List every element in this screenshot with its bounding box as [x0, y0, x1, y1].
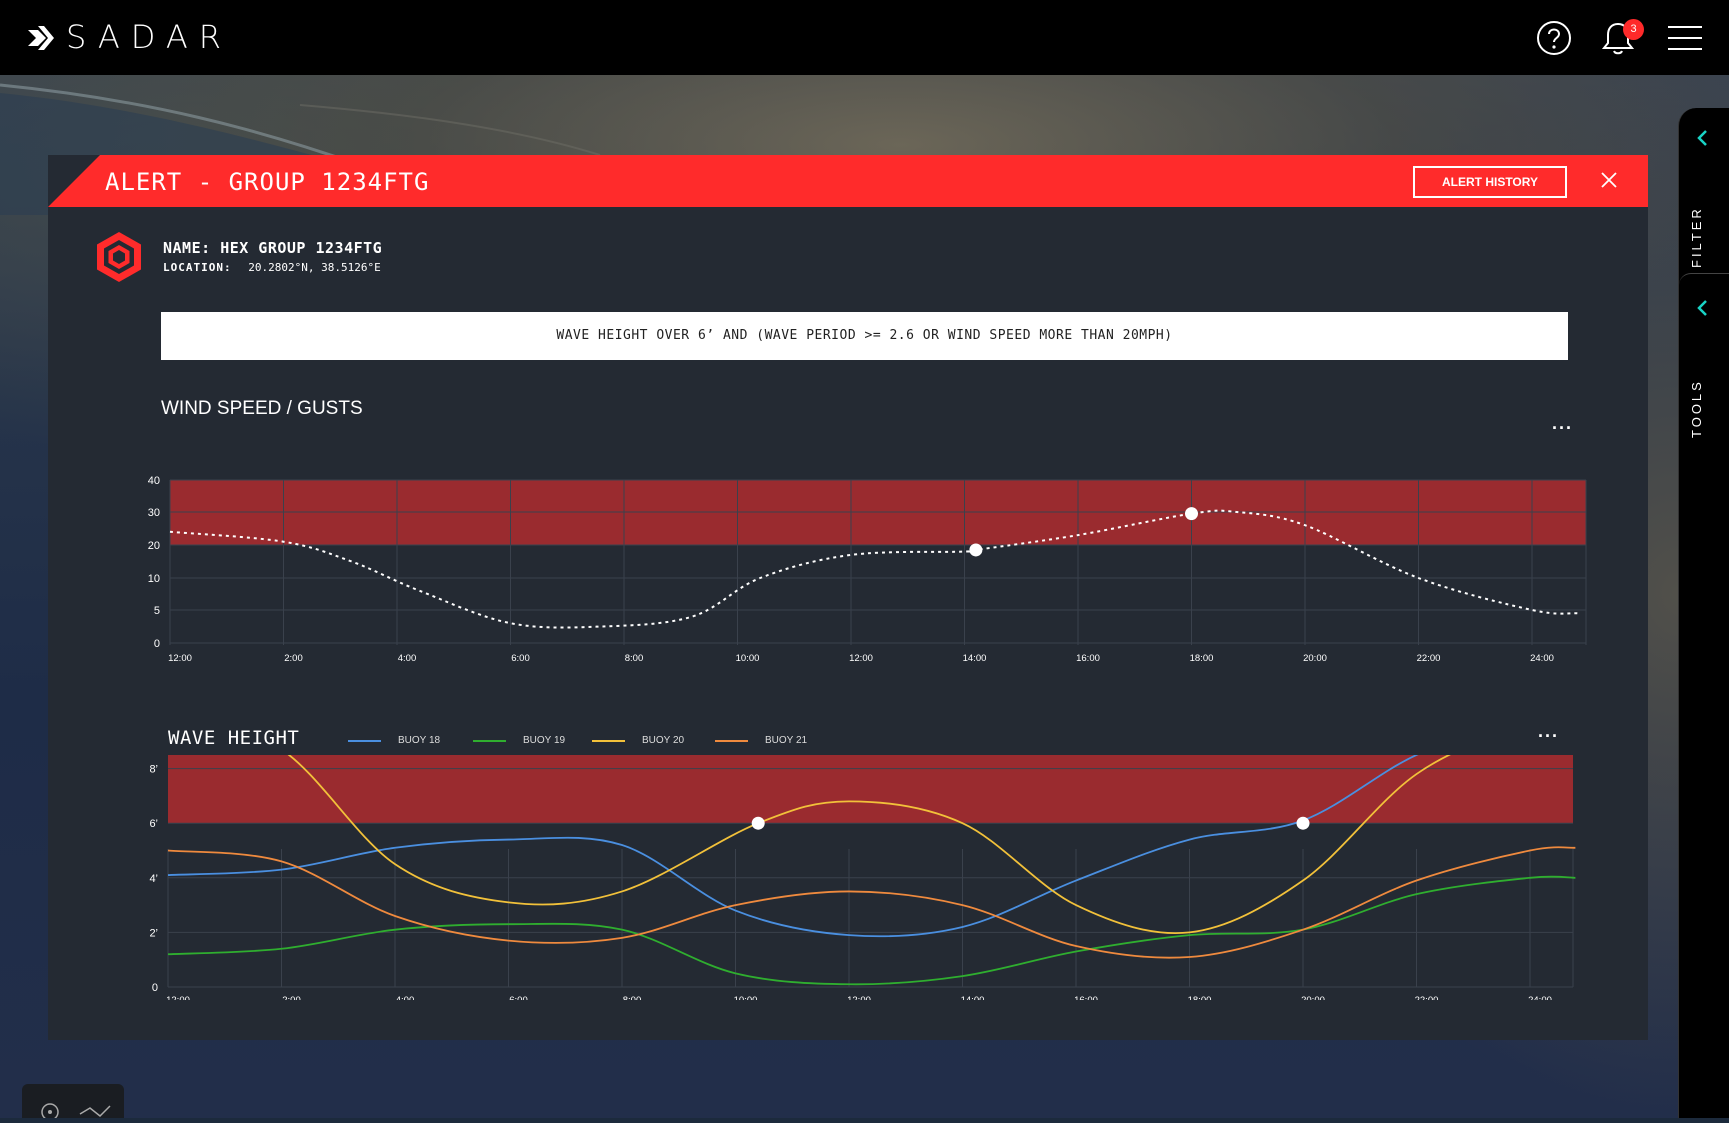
name-label: NAME: — [163, 239, 211, 257]
location-label: LOCATION: — [163, 261, 232, 274]
x-tick-label: 18:00 — [1190, 653, 1214, 664]
alert-panel: ALERT - GROUP 1234FTG ALERT HISTORY NAME… — [48, 155, 1648, 1040]
legend-label: BUOY 20 — [642, 735, 685, 746]
x-tick-label: 12:00 — [166, 995, 190, 1000]
wind-chart-more-button[interactable]: ... — [1552, 413, 1574, 433]
group-name: NAME: HEX GROUP 1234FTG — [163, 239, 382, 257]
legend-buoy-21[interactable]: BUOY 21 — [715, 733, 815, 749]
y-tick-label: 5 — [154, 605, 160, 617]
x-tick-label: 2:00 — [282, 995, 301, 1000]
y-tick-label: 8’ — [149, 764, 158, 776]
close-icon[interactable] — [1598, 169, 1620, 191]
wind-alert-marker — [969, 543, 983, 557]
x-tick-label: 10:00 — [736, 653, 760, 664]
tools-tab[interactable]: TOOLS — [1679, 278, 1729, 443]
group-location: LOCATION: 20.2802°N, 38.5126°E — [163, 261, 381, 274]
help-icon[interactable] — [1534, 18, 1574, 58]
y-tick-label: 20 — [148, 540, 160, 552]
sadar-logo-icon[interactable] — [26, 24, 54, 52]
y-tick-label: 4’ — [149, 873, 158, 885]
y-tick-label: 2’ — [149, 927, 158, 939]
x-tick-label: 2:00 — [284, 653, 303, 664]
hamburger-menu-icon[interactable] — [1665, 18, 1705, 58]
map-tools-mini-bar[interactable] — [22, 1084, 124, 1121]
x-tick-label: 22:00 — [1415, 995, 1439, 1000]
chevron-left-icon — [1697, 300, 1707, 316]
location-value: 20.2802°N, 38.5126°E — [248, 261, 381, 274]
x-tick-label: 10:00 — [734, 995, 758, 1000]
hexagon-group-icon — [97, 232, 141, 282]
rail-divider — [1679, 273, 1729, 285]
x-tick-label: 12:00 — [847, 995, 871, 1000]
x-tick-label: 12:00 — [849, 653, 873, 664]
x-tick-label: 6:00 — [511, 653, 530, 664]
wave-chart-more-button[interactable]: ... — [1538, 721, 1560, 741]
name-value: HEX GROUP 1234FTG — [220, 239, 383, 257]
legend-label: BUOY 18 — [398, 735, 441, 746]
x-tick-label: 12:00 — [168, 653, 192, 664]
filter-label: FILTER — [1689, 206, 1704, 268]
wave-series-line — [167, 755, 1419, 938]
legend-label: BUOY 21 — [765, 735, 808, 746]
wave-series-line — [167, 875, 1576, 986]
x-tick-label: 4:00 — [398, 653, 417, 664]
legend-swatch — [348, 740, 381, 742]
locate-icon[interactable] — [22, 1084, 124, 1121]
wave-height-chart: 02’4’6’8’10’12:002:004:006:008:0010:0012… — [149, 755, 1576, 1000]
x-tick-label: 20:00 — [1301, 995, 1325, 1000]
legend-buoy-19[interactable]: BUOY 19 — [473, 733, 573, 749]
wave-series-line — [287, 755, 1451, 934]
side-rail: FILTER TOOLS — [1678, 108, 1729, 1118]
legend-swatch — [473, 740, 506, 742]
x-tick-label: 20:00 — [1303, 653, 1327, 664]
alert-title: ALERT - GROUP 1234FTG — [105, 168, 430, 196]
wind-chart-title: WIND SPEED / GUSTS — [161, 398, 363, 419]
wave-alert-marker — [751, 816, 765, 830]
x-tick-label: 8:00 — [623, 995, 642, 1000]
wave-alert-marker — [1296, 816, 1310, 830]
wind-speed-chart: 0 5 10 20 30 40 12:00 2:00 4:00 6:00 8:00 10:00 12:0… — [148, 475, 1587, 664]
wave-series-line — [167, 846, 1576, 959]
x-tick-label: 4:00 — [396, 995, 415, 1000]
x-tick-label: 24:00 — [1528, 995, 1552, 1000]
y-tick-label: 0 — [152, 982, 158, 994]
x-tick-label: 16:00 — [1074, 995, 1098, 1000]
y-tick-label: 40 — [148, 475, 160, 487]
y-tick-label: 6’ — [149, 818, 158, 830]
alert-threshold-band — [168, 755, 1573, 824]
top-navigation-bar: SADAR 3 — [0, 0, 1729, 75]
x-tick-label: 24:00 — [1530, 653, 1554, 664]
x-tick-label: 22:00 — [1417, 653, 1441, 664]
alert-condition: WAVE HEIGHT OVER 6’ AND (WAVE PERIOD >= … — [161, 312, 1568, 360]
x-tick-label: 8:00 — [625, 653, 644, 664]
y-tick-label: 30 — [148, 507, 160, 519]
filter-tab[interactable]: FILTER — [1679, 108, 1729, 273]
legend-buoy-18[interactable]: BUOY 18 — [348, 733, 448, 749]
tools-label: TOOLS — [1689, 379, 1704, 438]
alert-header — [48, 155, 1648, 207]
x-tick-label: 16:00 — [1076, 653, 1100, 664]
legend-buoy-20[interactable]: BUOY 20 — [592, 733, 692, 749]
x-tick-label: 18:00 — [1188, 995, 1212, 1000]
legend-swatch — [715, 740, 748, 742]
chevron-left-icon — [1697, 130, 1707, 146]
legend-label: BUOY 19 — [523, 735, 566, 746]
x-tick-label: 14:00 — [963, 653, 987, 664]
alert-history-button[interactable]: ALERT HISTORY — [1413, 166, 1567, 198]
x-tick-label: 14:00 — [961, 995, 985, 1000]
legend-swatch — [592, 740, 625, 742]
y-tick-label: 10 — [148, 573, 160, 585]
wave-chart-title: WAVE HEIGHT — [168, 727, 300, 749]
wind-speed-line — [169, 509, 1578, 629]
app-name[interactable]: SADAR — [66, 18, 232, 56]
x-tick-label: 6:00 — [509, 995, 528, 1000]
y-tick-label: 0 — [154, 638, 160, 650]
notification-count-badge: 3 — [1623, 19, 1644, 40]
wind-alert-marker — [1185, 507, 1198, 521]
